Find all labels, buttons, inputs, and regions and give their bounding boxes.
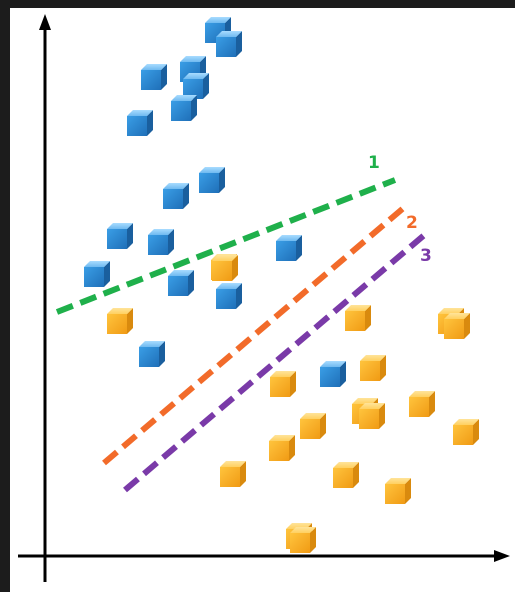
orange-cube (220, 461, 246, 487)
data-points (84, 17, 479, 553)
blue-cube (107, 223, 133, 249)
orange-cube (290, 527, 316, 553)
x-axis-arrow-icon (494, 550, 510, 562)
blue-cube (127, 110, 153, 136)
y-axis-arrow-icon (39, 14, 51, 30)
orange-cube (333, 462, 359, 488)
svm-separating-lines-diagram: 1 2 3 (18, 14, 510, 582)
blue-cube (168, 270, 194, 296)
orange-cube (453, 419, 479, 445)
line-label-2: 2 (406, 213, 418, 233)
separating-lines: 1 2 3 (55, 153, 432, 493)
blue-cube (276, 235, 302, 261)
orange-cube (444, 313, 470, 339)
separating-line-1 (55, 177, 397, 315)
orange-cube (359, 403, 385, 429)
orange-cube (269, 435, 295, 461)
orange-cube (107, 308, 133, 334)
blue-cube (163, 183, 189, 209)
blue-cube (199, 167, 225, 193)
blue-cube (84, 261, 110, 287)
orange-cube (385, 478, 411, 504)
orange-cube (409, 391, 435, 417)
blue-cube (320, 361, 346, 387)
diagram-frame: 1 2 3 (10, 8, 515, 592)
orange-cube (300, 413, 326, 439)
blue-cube (216, 31, 242, 57)
orange-cube (360, 355, 386, 381)
orange-cube (345, 305, 371, 331)
line-label-1: 1 (368, 153, 380, 173)
separating-line-2 (102, 202, 409, 466)
blue-cube (148, 229, 174, 255)
orange-cube (212, 255, 238, 281)
blue-cube (216, 283, 242, 309)
blue-cube (183, 73, 209, 99)
blue-cube (171, 95, 197, 121)
axes (18, 14, 510, 582)
orange-cube (270, 371, 296, 397)
blue-cube (141, 64, 167, 90)
line-label-3: 3 (420, 246, 432, 266)
blue-cube (139, 341, 165, 367)
separating-line-3 (123, 228, 431, 493)
